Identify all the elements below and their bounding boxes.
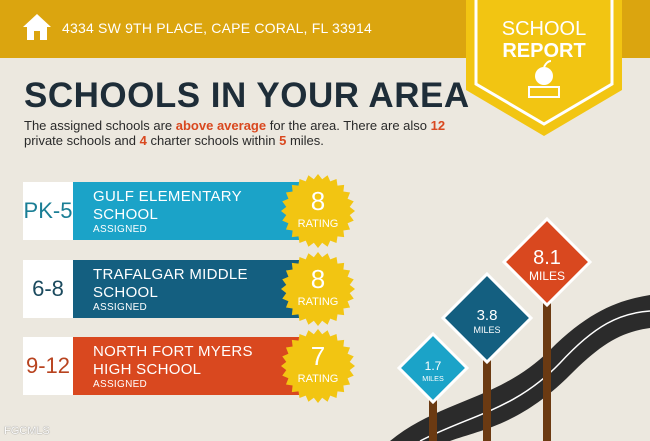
rating-value: 7	[310, 341, 326, 371]
distance-sign: 3.8 MILES	[440, 271, 534, 441]
school-name: NORTH FORT MYERS	[93, 343, 253, 360]
rating-label: RATING	[297, 296, 339, 308]
distance-sign: 1.7 MILES	[396, 331, 470, 441]
house-icon	[23, 14, 51, 40]
sign-value: 3.8	[477, 307, 498, 324]
badge-line2: REPORT	[502, 40, 586, 62]
grade-range: 9-12	[23, 337, 73, 395]
page-title: SCHOOLS IN YOUR AREA	[24, 76, 470, 115]
rating-value: 8	[310, 264, 326, 294]
school-name: GULF ELEMENTARY	[93, 188, 242, 205]
rating-seal: 8 RATING	[281, 252, 355, 326]
rating-seal: 8 RATING	[281, 174, 355, 248]
sign-unit: MILES	[529, 269, 565, 283]
school-report-badge: SCHOOL REPORT	[466, 0, 622, 143]
sign-value: 8.1	[533, 247, 561, 269]
rating-label: RATING	[297, 218, 339, 230]
school-name-line2: SCHOOL	[93, 206, 159, 223]
rating-value: 8	[310, 186, 326, 216]
apple-books-icon	[528, 60, 560, 98]
watermark: FGCMLS	[4, 425, 50, 437]
sign-unit: MILES	[422, 374, 444, 383]
school-row: 6-8 TRAFALGAR MIDDLE SCHOOL ASSIGNED 8 R…	[23, 252, 355, 326]
address: 4334 SW 9TH PLACE, CAPE CORAL, FL 33914	[62, 20, 372, 36]
school-bar: TRAFALGAR MIDDLE SCHOOL ASSIGNED	[73, 260, 313, 318]
description: The assigned schools are above average f…	[24, 118, 446, 148]
rating-label: RATING	[297, 373, 339, 385]
school-name-line2: SCHOOL	[93, 284, 159, 301]
road-signs-illustration: 1.7 MILES 3.8 MILES 8.1 MILES	[390, 216, 650, 441]
school-status: ASSIGNED	[93, 379, 148, 390]
grade-range: 6-8	[23, 260, 73, 318]
rating-seal: 7 RATING	[281, 329, 355, 403]
grade-range: PK-5	[23, 182, 73, 240]
badge-line1: SCHOOL	[501, 18, 587, 40]
school-status: ASSIGNED	[93, 224, 148, 235]
school-row: PK-5 GULF ELEMENTARY SCHOOL ASSIGNED 8 R…	[23, 174, 355, 248]
sign-value: 1.7	[425, 359, 442, 373]
school-status: ASSIGNED	[93, 302, 148, 313]
sign-unit: MILES	[473, 325, 500, 335]
school-bar: GULF ELEMENTARY SCHOOL ASSIGNED	[73, 182, 313, 240]
school-name: TRAFALGAR MIDDLE	[93, 266, 248, 283]
distance-sign: 8.1 MILES	[501, 216, 593, 441]
school-row: 9-12 NORTH FORT MYERS HIGH SCHOOL ASSIGN…	[23, 329, 355, 403]
school-bar: NORTH FORT MYERS HIGH SCHOOL ASSIGNED	[73, 337, 313, 395]
school-name-line2: HIGH SCHOOL	[93, 361, 202, 378]
